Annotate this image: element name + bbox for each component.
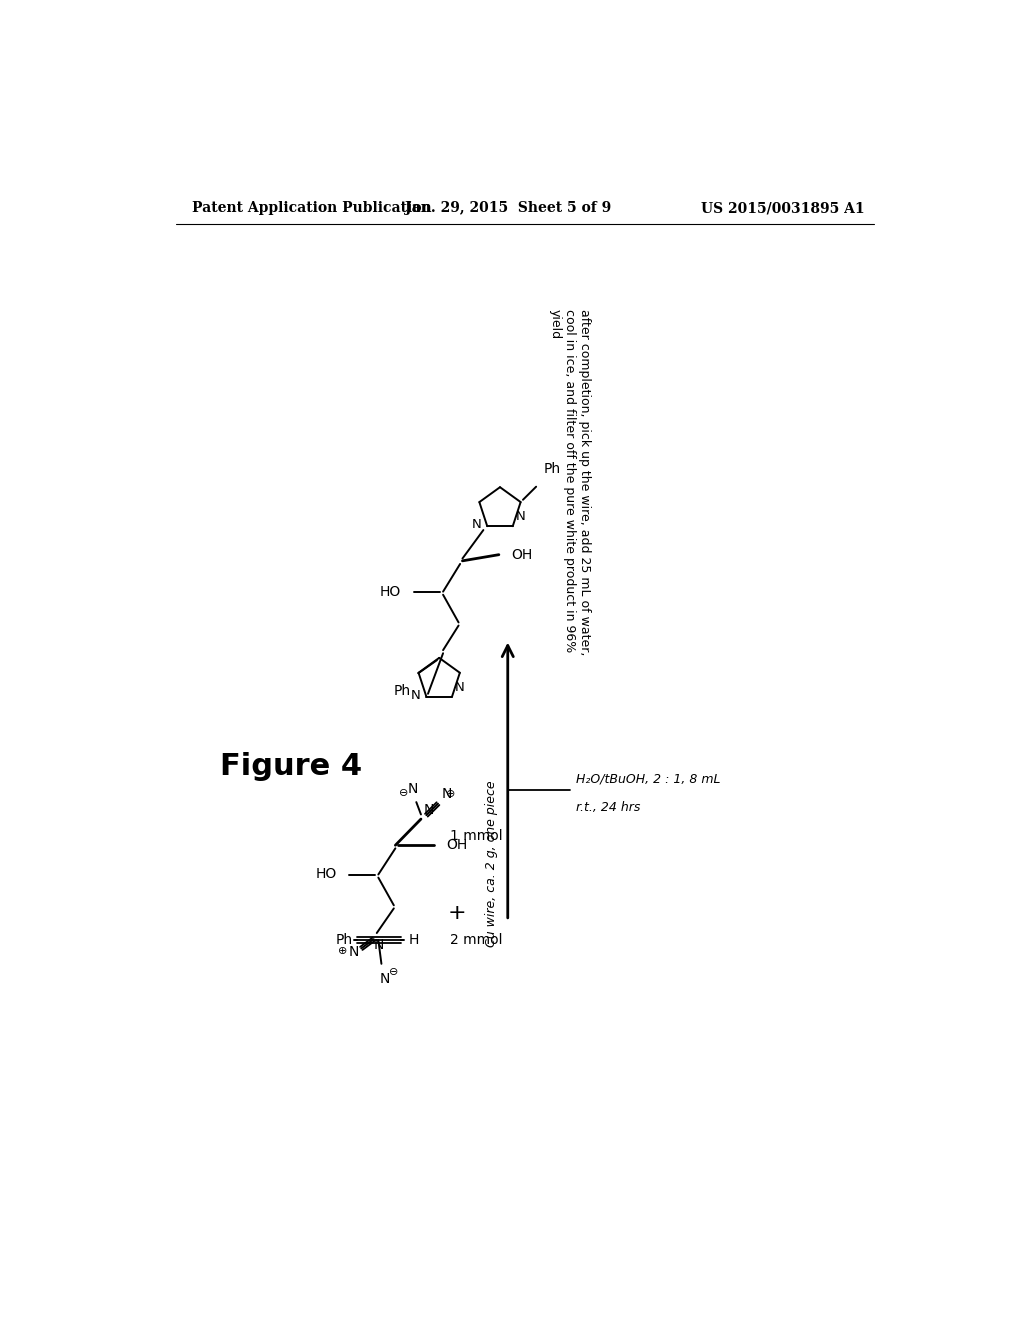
- Text: OH: OH: [511, 548, 532, 562]
- Text: HO: HO: [380, 585, 401, 599]
- Text: Cu wire, ca. 2 g, one piece: Cu wire, ca. 2 g, one piece: [485, 780, 499, 948]
- Text: US 2015/0031895 A1: US 2015/0031895 A1: [700, 202, 864, 215]
- Text: ⊕: ⊕: [445, 789, 455, 800]
- Text: Ph: Ph: [336, 933, 352, 946]
- Text: H₂O/tBuOH, 2 : 1, 8 mL: H₂O/tBuOH, 2 : 1, 8 mL: [575, 774, 721, 785]
- Text: H: H: [409, 933, 419, 946]
- Text: N: N: [455, 681, 465, 694]
- Text: N: N: [516, 510, 525, 523]
- Text: after completion, pick up the wire, add 25 mL of water,
cool in ice, and filter : after completion, pick up the wire, add …: [549, 309, 592, 655]
- Text: Ph: Ph: [544, 462, 561, 477]
- Text: ⊖: ⊖: [399, 788, 409, 797]
- Text: N: N: [349, 945, 359, 960]
- Text: 2 mmol: 2 mmol: [450, 933, 502, 946]
- Text: r.t., 24 hrs: r.t., 24 hrs: [575, 801, 640, 814]
- Text: Patent Application Publication: Patent Application Publication: [191, 202, 431, 215]
- Text: HO: HO: [315, 867, 337, 882]
- Text: N: N: [379, 972, 390, 986]
- Text: N: N: [442, 787, 453, 801]
- Text: ⊖: ⊖: [389, 968, 398, 977]
- Text: N: N: [471, 519, 481, 531]
- Text: Jan. 29, 2015  Sheet 5 of 9: Jan. 29, 2015 Sheet 5 of 9: [404, 202, 611, 215]
- Text: 1 mmol: 1 mmol: [450, 829, 502, 843]
- Text: N: N: [373, 937, 384, 952]
- Text: ⊕: ⊕: [338, 946, 347, 957]
- Text: N: N: [423, 803, 433, 817]
- Text: N: N: [408, 781, 419, 796]
- Text: Figure 4: Figure 4: [220, 752, 361, 781]
- Text: N: N: [411, 689, 420, 702]
- Text: +: +: [449, 903, 467, 923]
- Text: OH: OH: [446, 838, 468, 853]
- Text: Ph: Ph: [393, 684, 411, 698]
